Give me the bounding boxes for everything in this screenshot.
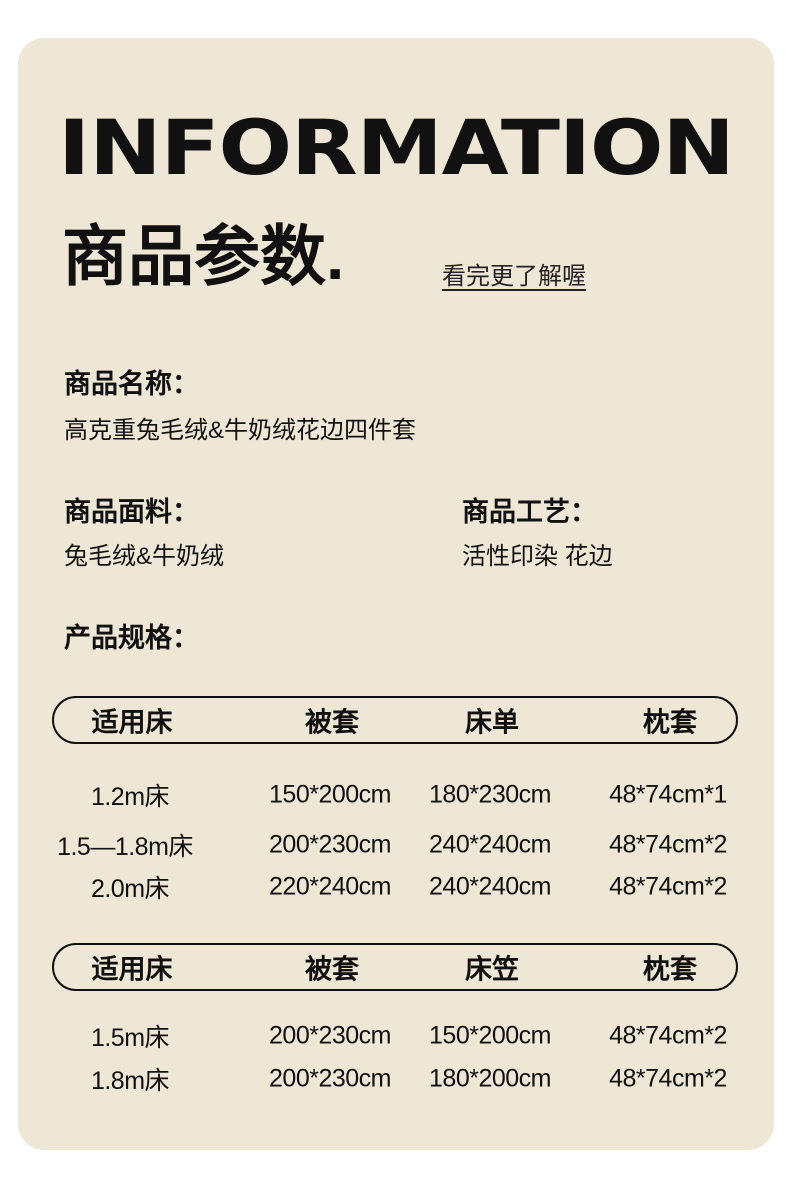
name-label: 商品名称： xyxy=(64,369,199,399)
name-value: 高克重兔毛绒&牛奶绒花边四件套 xyxy=(64,417,417,444)
table-header-cell: 枕套 xyxy=(643,954,697,985)
table-cell: 240*240cm xyxy=(429,872,551,901)
table-cell: 1.5m床 xyxy=(90,1024,170,1052)
table-cell: 180*230cm xyxy=(429,780,551,809)
table-cell: 200*230cm xyxy=(269,1064,391,1093)
table-cell: 1.2m床 xyxy=(90,783,170,811)
table-header-cell: 床单 xyxy=(465,707,519,738)
title-cn: 商品参数. xyxy=(62,219,345,293)
table-cell: 150*200cm xyxy=(269,780,391,809)
craft-value: 活性印染 花边 xyxy=(462,543,613,570)
craft-label: 商品工艺： xyxy=(462,497,597,527)
material-value: 兔毛绒&牛奶绒 xyxy=(64,543,225,570)
table-cell: 48*74cm*2 xyxy=(609,830,727,859)
table-cell: 48*74cm*1 xyxy=(609,780,727,809)
table-header-cell: 被套 xyxy=(305,707,359,738)
table-cell: 48*74cm*2 xyxy=(609,1021,727,1050)
table-cell: 240*240cm xyxy=(429,830,551,859)
table-cell: 2.0m床 xyxy=(90,875,170,903)
table-cell: 200*230cm xyxy=(269,830,391,859)
table-cell: 150*200cm xyxy=(429,1021,551,1050)
table-header: 适用床 被套 床单 枕套 xyxy=(52,696,738,744)
title-en: INFORMATION xyxy=(58,103,735,192)
table-cell: 1.8m床 xyxy=(90,1067,170,1095)
table-header-cell: 适用床 xyxy=(91,707,173,738)
table-header-cell: 床笠 xyxy=(465,954,519,985)
spec-label: 产品规格： xyxy=(64,623,199,653)
table-cell: 1.5—1.8m床 xyxy=(57,833,193,861)
learn-more-link[interactable]: 看完更了解喔 xyxy=(442,263,586,290)
material-label: 商品面料： xyxy=(64,497,199,527)
table-header: 适用床 被套 床笠 枕套 xyxy=(52,943,738,991)
table-cell: 180*200cm xyxy=(429,1064,551,1093)
table-cell: 48*74cm*2 xyxy=(609,872,727,901)
table-cell: 48*74cm*2 xyxy=(609,1064,727,1093)
table-header-cell: 被套 xyxy=(305,954,359,985)
table-header-cell: 枕套 xyxy=(643,707,697,738)
table-cell: 200*230cm xyxy=(269,1021,391,1050)
info-card xyxy=(18,38,774,1150)
table-cell: 220*240cm xyxy=(269,872,391,901)
table-header-cell: 适用床 xyxy=(91,954,173,985)
